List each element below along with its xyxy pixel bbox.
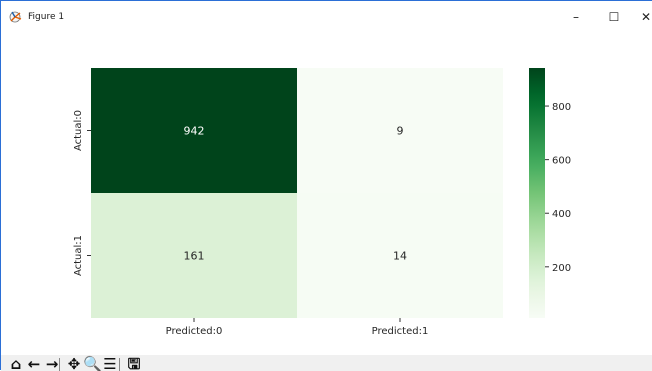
heatmap-cell: [297, 193, 503, 318]
x-tick-label: Predicted:0: [166, 326, 223, 337]
cell-value-label: 161: [184, 250, 205, 263]
cell-value-label: 14: [393, 250, 407, 263]
heatmap-cell: [91, 193, 297, 318]
heatmap-figure: 942 9 161 14 Predicted:0 Predicted:1 Actual:0 A…: [73, 68, 571, 337]
title-bar: Figure 1 – ☐ ✕: [1, 1, 652, 33]
pan-icon[interactable]: ✥: [67, 355, 81, 371]
colorbar-tick-label: 600: [552, 156, 571, 167]
cell-value-label: 942: [184, 125, 205, 138]
window-title: Figure 1: [28, 12, 65, 22]
y-tick-label: Actual:1: [73, 235, 84, 276]
y-tick-label: Actual:0: [73, 110, 84, 151]
toolbar-separator: [59, 358, 60, 371]
matplotlib-app-icon: [9, 11, 22, 23]
save-icon[interactable]: 🖫: [127, 355, 141, 371]
heatmap-cell: [297, 68, 503, 193]
close-button[interactable]: ✕: [640, 10, 652, 24]
toolbar-separator: [119, 358, 120, 371]
configure-subplots-icon[interactable]: ☰: [103, 355, 117, 371]
colorbar-tick-label: 400: [552, 209, 571, 220]
heatmap-cell: [91, 68, 297, 193]
colorbar-tick-label: 800: [552, 102, 571, 113]
colorbar-tick-label: 200: [552, 263, 571, 274]
x-tick-label: Predicted:1: [372, 326, 429, 337]
back-icon[interactable]: ←: [27, 355, 41, 371]
maximize-button[interactable]: ☐: [608, 10, 620, 24]
home-icon[interactable]: ⌂: [10, 355, 22, 371]
navigation-toolbar: ⌂ ← → ✥ 🔍 ☰ 🖫: [1, 355, 652, 371]
zoom-icon[interactable]: 🔍: [83, 355, 101, 371]
forward-icon[interactable]: →: [45, 355, 59, 371]
cell-value-label: 9: [397, 125, 404, 138]
colorbar: [529, 68, 545, 318]
minimize-button[interactable]: –: [573, 10, 579, 24]
